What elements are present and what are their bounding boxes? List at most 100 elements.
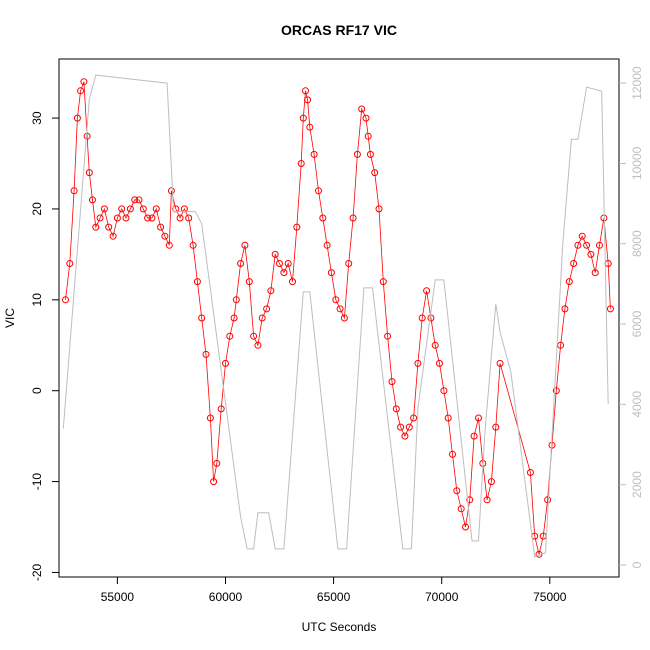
vic-point	[176, 214, 184, 222]
vic-point	[109, 232, 117, 240]
vic-point	[77, 87, 85, 95]
vic-point	[66, 260, 74, 267]
vic-point	[62, 296, 69, 304]
vic-point	[161, 232, 169, 240]
y2-tick-label: 8000	[630, 230, 644, 257]
vic-point	[152, 205, 160, 213]
y-tick-label: 0	[30, 387, 44, 394]
vic-point	[304, 96, 312, 104]
vic-trace-line	[65, 81, 611, 555]
vic-point	[113, 214, 121, 222]
vic-point	[202, 350, 210, 358]
vic-point	[606, 305, 614, 313]
vic-point	[583, 241, 591, 249]
vic-point	[552, 387, 560, 395]
y2-tick-label: 4000	[630, 391, 644, 418]
y2-tick-label: 6000	[630, 310, 644, 337]
x-tick-label: 70000	[425, 590, 459, 604]
vic-point	[319, 214, 327, 222]
vic-point	[496, 359, 504, 367]
plot-frame	[58, 58, 620, 578]
y2-tick-label: 10000	[630, 146, 644, 180]
vic-point	[345, 260, 353, 267]
vic-point	[397, 423, 405, 431]
vic-point	[449, 450, 456, 458]
vic-point	[267, 287, 275, 295]
y-tick-label: 30	[30, 111, 44, 125]
vic-point	[431, 341, 439, 349]
vic-point	[362, 114, 370, 122]
y-axis-left: -20 -10 0 10 20 30	[30, 111, 59, 581]
y-tick-label: 10	[30, 293, 44, 307]
vic-point	[349, 214, 357, 222]
x-tick-label: 60000	[209, 590, 243, 604]
x-tick-label: 55000	[101, 590, 135, 604]
y-tick-label: -10	[30, 473, 44, 491]
vic-point	[388, 378, 396, 386]
vic-point	[185, 214, 193, 222]
vic-point	[139, 205, 147, 213]
vic-point	[284, 260, 292, 267]
vic-point	[89, 196, 96, 204]
vic-point	[193, 278, 201, 286]
vic-point	[237, 260, 245, 267]
vic-point	[475, 414, 482, 422]
vic-point	[189, 241, 197, 249]
vic-point	[358, 105, 366, 113]
vic-point	[492, 423, 500, 431]
vic-point	[327, 269, 335, 277]
vic-point	[410, 414, 418, 422]
vic-point	[122, 214, 130, 222]
vic-point	[280, 269, 288, 277]
vic-point	[254, 341, 262, 349]
vic-point	[470, 432, 478, 440]
vic-point	[570, 260, 578, 267]
vic-point	[297, 160, 305, 167]
vic-point	[444, 414, 452, 422]
vic-point	[483, 496, 491, 504]
vic-point	[263, 305, 271, 313]
y-tick-label: 20	[30, 202, 44, 216]
vic-point	[574, 241, 582, 249]
vic-point	[436, 359, 443, 367]
x-tick-label: 65000	[317, 590, 351, 604]
y2-tick-label: 0	[630, 561, 644, 568]
vic-point	[92, 223, 100, 231]
vic-point	[105, 223, 113, 231]
vic-point	[340, 314, 348, 322]
y2-tick-label: 12000	[630, 66, 644, 100]
vic-point	[405, 423, 413, 431]
vic-point	[561, 305, 569, 313]
vic-point	[131, 196, 139, 204]
vic-point	[371, 169, 379, 177]
vic-point	[80, 78, 88, 86]
vic-point	[165, 241, 173, 249]
vic-point	[100, 205, 108, 213]
vic-point	[299, 114, 307, 122]
series-layer	[62, 74, 614, 558]
vic-point	[353, 150, 361, 158]
vic-point	[241, 241, 249, 249]
vic-point	[226, 332, 234, 340]
x-axis-label: UTC Seconds	[302, 620, 377, 634]
vic-point	[276, 260, 283, 267]
vic-point	[302, 87, 309, 95]
vic-point	[591, 269, 599, 277]
x-axis: 55000 60000 65000 70000 75000	[101, 577, 567, 604]
vic-point	[85, 169, 93, 177]
vic-point	[230, 314, 238, 322]
vic-point	[392, 405, 400, 413]
vic-point	[167, 187, 175, 195]
vic-point	[336, 305, 344, 313]
vic-point	[440, 387, 448, 395]
vic-point	[70, 187, 78, 195]
vic-point	[73, 114, 81, 122]
vic-point	[118, 205, 126, 213]
vic-point	[414, 359, 422, 367]
vic-point	[587, 250, 595, 258]
vic-point	[206, 414, 214, 422]
vic-point	[250, 332, 258, 340]
altitude-line	[62, 74, 609, 558]
vic-point	[315, 187, 322, 195]
